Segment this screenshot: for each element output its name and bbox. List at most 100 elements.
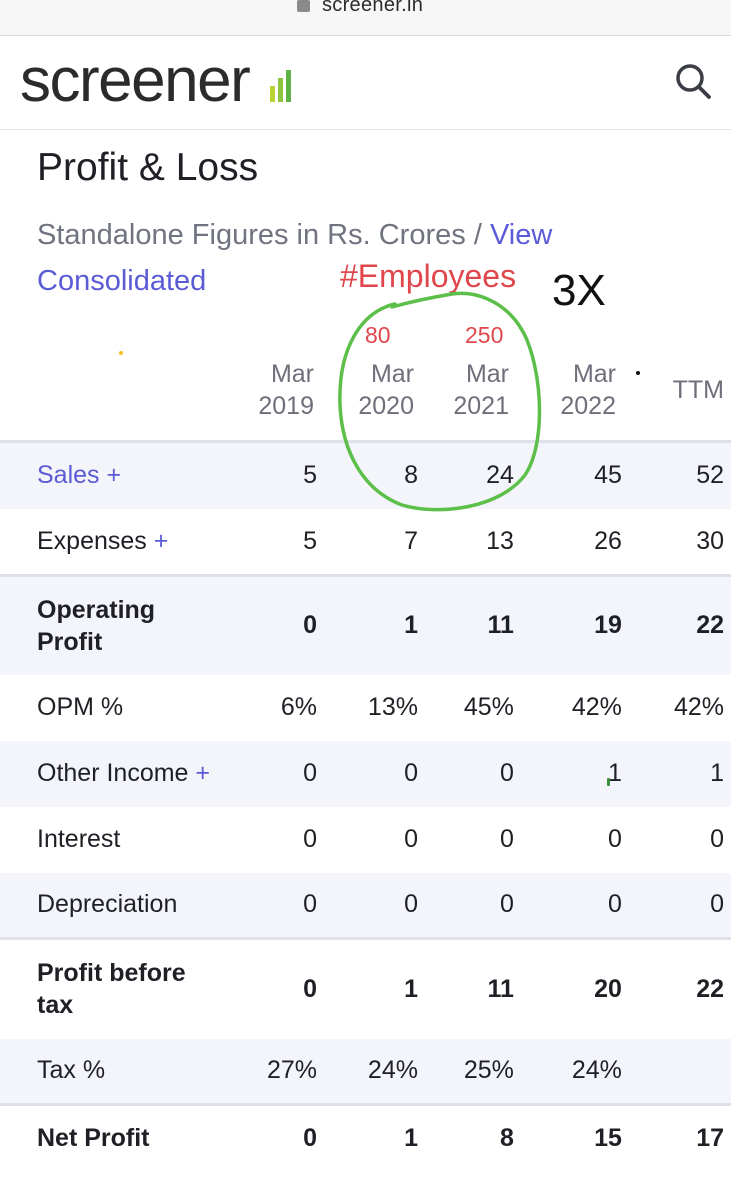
table-cell: 6% — [280, 693, 318, 721]
table-cell: 7 — [404, 526, 418, 555]
table-cell — [622, 1039, 731, 1105]
employees-2020-annotation: 80 — [365, 322, 391, 348]
table-cell: 0 — [303, 759, 318, 787]
page-title: Profit & Loss — [37, 146, 259, 189]
multiplier-annotation: 3X — [552, 266, 606, 315]
table-cell: 45 — [513, 440, 622, 509]
table-row-tax: Tax % 27% 24% 25% 24% — [0, 1038, 731, 1105]
expand-plus-icon[interactable]: + — [153, 526, 169, 555]
table-cell: 13% — [367, 693, 418, 721]
table-cell: 0 — [404, 890, 418, 919]
row-label: Depreciation — [37, 890, 178, 919]
table-row-sales: Sales + 5 8 24 45 52 — [0, 440, 731, 509]
table-cell: 0 — [608, 825, 622, 853]
table-cell: 20 — [513, 937, 622, 1039]
table-row-expenses: Expenses + 5 7 13 26 30 — [0, 509, 731, 576]
table-cell: 1 — [317, 1103, 418, 1171]
profit-loss-table: Sales + 5 8 24 45 52 Expenses + 5 7 13 2… — [0, 440, 731, 1171]
table-cell: 24% — [571, 1056, 622, 1085]
table-cell: 0 — [710, 890, 724, 919]
column-header-month: Mar — [465, 360, 509, 388]
table-cell: 42% — [673, 693, 724, 721]
browser-url-bar[interactable]: screener.in — [0, 0, 731, 36]
column-header-year: 2022 — [560, 392, 616, 420]
column-header-year: 2019 — [258, 392, 314, 420]
column-header: TTM — [636, 374, 724, 406]
table-row-net-profit: Net Profit 0 1 8 15 17 — [0, 1103, 731, 1171]
row-label: Operating Profit — [0, 574, 233, 675]
employees-2021-annotation: 250 — [465, 322, 504, 348]
page-subtitle: Standalone Figures in Rs. Crores / View C… — [37, 212, 637, 304]
table-cell: 27% — [266, 1056, 318, 1085]
table-row-other-income: Other Income + 0 0 0 1 1 — [0, 740, 731, 807]
column-header-month: Mar — [572, 360, 616, 388]
row-label[interactable]: Sales + — [0, 440, 233, 509]
logo-text: screener — [20, 46, 251, 115]
table-cell: 0 — [232, 574, 318, 675]
table-cell: 24 — [417, 440, 514, 509]
table-row-operating-profit: Operating Profit 0 1 11 19 22 — [0, 574, 731, 675]
row-label: OPM % — [37, 693, 124, 721]
other-income-label: Other Income — [37, 759, 189, 787]
row-label: Interest — [37, 825, 121, 853]
site-header: screener — [0, 36, 731, 130]
table-cell: 19 — [513, 574, 622, 675]
sales-label[interactable]: Sales — [37, 461, 100, 490]
subtitle-text: Standalone Figures in Rs. Crores / — [37, 219, 490, 251]
row-label: Net Profit — [0, 1103, 233, 1171]
table-cell: 11 — [417, 937, 514, 1039]
row-label[interactable]: Other Income + — [0, 741, 232, 807]
table-cell: 1 — [317, 937, 418, 1039]
column-header-ttm: TTM — [672, 376, 724, 404]
table-cell: 1 — [608, 759, 622, 787]
column-header: Mar 2021 — [421, 358, 509, 422]
table-cell: 0 — [404, 825, 418, 853]
column-header-month: Mar — [370, 360, 414, 388]
table-cell: 15 — [513, 1103, 622, 1171]
table-cell: 24% — [367, 1056, 418, 1085]
table-cell: 5 — [303, 526, 318, 555]
url-text[interactable]: screener.in — [322, 0, 424, 16]
table-cell: 0 — [303, 890, 318, 919]
table-cell: 30 — [696, 526, 724, 555]
table-cell: 0 — [232, 937, 318, 1039]
table-cell: 22 — [621, 937, 731, 1039]
table-cell: 13 — [486, 526, 514, 555]
table-cell: 25% — [463, 1056, 514, 1085]
column-header-year: 2020 — [358, 392, 414, 420]
view-consolidated-link[interactable]: View Consolidated — [37, 219, 552, 297]
link-part-2: Consolidated — [37, 265, 207, 297]
column-header-month: Mar — [270, 360, 314, 388]
column-header: Mar 2022 — [528, 358, 616, 422]
table-cell: 0 — [303, 825, 318, 853]
table-cell: 1 — [317, 574, 418, 675]
table-cell: 17 — [621, 1103, 731, 1171]
table-cell: 1 — [710, 759, 724, 787]
screener-logo[interactable]: screener — [20, 50, 251, 112]
search-icon[interactable] — [674, 62, 714, 102]
stray-dot — [119, 351, 123, 355]
table-row-profit-before-tax: Profit before tax 0 1 11 20 22 — [0, 937, 731, 1039]
table-cell: 0 — [232, 1103, 318, 1171]
table-cell: 45% — [463, 693, 514, 721]
table-cell: 52 — [621, 440, 731, 509]
row-label: Profit before tax — [0, 937, 233, 1039]
table-cell: 8 — [417, 1103, 514, 1171]
row-label: Tax % — [37, 1056, 106, 1085]
table-cell: 26 — [594, 526, 622, 555]
column-header-year: 2021 — [453, 392, 509, 420]
annotation-tick — [607, 778, 610, 786]
expand-plus-icon[interactable]: + — [195, 759, 211, 787]
column-header: Mar 2019 — [226, 358, 314, 422]
table-cell: 42% — [571, 693, 622, 721]
row-label[interactable]: Expenses + — [0, 509, 232, 576]
table-row-interest: Interest 0 0 0 0 0 — [0, 807, 731, 873]
lock-icon — [297, 0, 310, 12]
expand-plus-icon[interactable]: + — [106, 461, 122, 490]
expenses-label: Expenses — [37, 526, 147, 555]
table-cell: 5 — [232, 440, 318, 509]
stray-dot — [636, 371, 640, 375]
table-cell: 11 — [417, 574, 514, 675]
table-cell: 0 — [499, 890, 514, 919]
table-row-opm: OPM % 6% 13% 45% 42% 42% — [0, 675, 731, 741]
